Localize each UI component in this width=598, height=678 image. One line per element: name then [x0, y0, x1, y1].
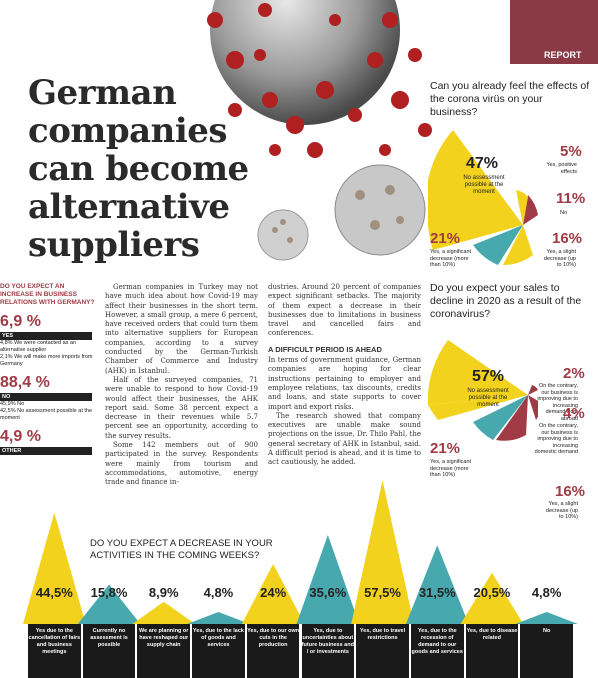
bottom-bar-chart — [23, 480, 578, 624]
pie2-pct-2: 2% — [563, 365, 585, 382]
article-paragraph: The research showed that company executi… — [268, 411, 421, 467]
sidebar-other-label: OTHER — [0, 447, 92, 455]
article-paragraph: In terms of government guidance, German … — [268, 356, 421, 411]
sidebar-yes-sub-2: 2,1% We will make more imports from Germ… — [0, 354, 93, 367]
pie2-label-slight: Yes, a slight decrease (up to 10%) — [545, 501, 578, 520]
pie2-slice-no-assessment — [428, 340, 528, 405]
bar-category-label: Yes, due to uncertainties about future b… — [301, 624, 355, 678]
sidebar-no-sub-1: 45,9% No — [0, 401, 25, 407]
pie1-pct-5: 5% — [560, 143, 582, 160]
bar-category-label: Yes, due to disease related — [465, 624, 519, 678]
pie2-pct-4: 4% — [563, 405, 585, 422]
pie1-chart — [428, 130, 538, 265]
bar-value-label: 31,5% — [418, 585, 456, 600]
bar-category-label: Yes, due to our own cuts in the producti… — [246, 624, 300, 678]
bar-value-label: 20,5% — [473, 585, 511, 600]
pie1-pct-21: 21% — [430, 230, 461, 247]
bar-value-label: 35,6% — [309, 585, 347, 600]
bar-category-label: Yes, due to travel restrictions — [356, 624, 409, 678]
pie1-label-positive: Yes, positive effects — [546, 162, 577, 175]
coronavirus-illustration — [175, 0, 505, 270]
article-paragraph: Half of the surveyed companies, 71 were … — [105, 375, 258, 440]
sidebar-business-relations: DO YOU EXPECT AN INCREASE IN BUSINESS RE… — [0, 283, 96, 455]
sidebar-yes-label: YES — [0, 332, 92, 340]
bar-mark — [132, 601, 196, 624]
article-paragraph: dustries. Around 20 percent of companies… — [268, 283, 421, 338]
article-column-2: dustries. Around 20 percent of companies… — [268, 283, 421, 468]
report-tab: REPORT — [510, 0, 598, 64]
bar-value-label: 44,5% — [35, 585, 73, 600]
sidebar-question: DO YOU EXPECT AN INCREASE IN BUSINESS RE… — [0, 283, 95, 306]
sidebar-no-value: 88,4 % — [0, 374, 50, 391]
bar-value-label: 4,8% — [203, 585, 234, 600]
bar-value-label: 15,8% — [90, 585, 128, 600]
bar-value-label: 24% — [260, 585, 287, 600]
pie1-slice-no-assessment — [428, 130, 523, 225]
bottom-chart-question: DO YOU EXPECT A DECREASE IN YOUR ACTIVIT… — [90, 538, 273, 561]
sidebar-no-label: NO — [0, 393, 92, 401]
bar-mark — [23, 512, 86, 624]
bar-category-label: We are planning or have reshaped our sup… — [137, 624, 191, 678]
pie1-label-slight: Yes, a slight decrease (up to 10%) — [543, 249, 576, 268]
bar-mark — [241, 564, 305, 624]
pie2-label-domestic: On the contrary, our business is improvi… — [534, 423, 578, 455]
bar-value-label: 4,8% — [531, 585, 562, 600]
pie2-chart — [428, 340, 538, 441]
pie1-slice-significant — [473, 225, 523, 265]
bar-mark — [77, 584, 141, 624]
bar-mark — [296, 535, 360, 624]
pie1-pct-11: 11% — [556, 190, 586, 207]
bar-category-label: Yes, due to the lack of goods and servic… — [192, 624, 245, 678]
bar-category-label: Currently no assessment is possible — [82, 624, 136, 678]
bar-value-label: 8,9% — [148, 585, 179, 600]
bar-value-label: 57,5% — [364, 585, 401, 600]
headline: German companies can become alternative … — [28, 73, 249, 265]
bar-category-label: No — [520, 624, 573, 678]
sidebar-no-sub-2: 42,5% No assessment possible at the mome… — [0, 408, 93, 421]
bar-category-label: Yes, due to the recession of demand to o… — [410, 624, 464, 678]
pie1-question: Can you already feel the effects of the … — [430, 80, 590, 118]
pie2-label-no-assessment: No assessment possible at the moment — [467, 388, 509, 408]
article-paragraph: German companies in Turkey may not have … — [105, 283, 258, 375]
pie2-pct-57: 57% — [472, 368, 505, 385]
pie1-label-no: No — [560, 210, 568, 216]
article-paragraph: Some 142 members out of 900 participated… — [105, 441, 258, 487]
pie2-pct-21: 21% — [430, 440, 461, 457]
pie1-label-significant: Yes, a significant decrease (more than 1… — [430, 249, 472, 268]
pie2-pct-16: 16% — [555, 483, 586, 500]
pie2-question: Do you expect your sales to decline in 2… — [430, 282, 582, 320]
pie2-slice-significant — [473, 395, 528, 440]
bar-mark — [460, 572, 524, 624]
pie2-label-abroad: On the contrary, our business is improvi… — [537, 383, 578, 422]
bar-category-label: Yes due to the cancellation of fairs and… — [28, 624, 81, 678]
pie1-label-no-assessment: No assessment possible at the moment — [463, 175, 505, 195]
sidebar-other-value: 4,9 % — [0, 428, 41, 445]
article-subheading: A DIFFICULT PERIOD IS AHEAD — [268, 344, 382, 354]
pie1-pct-47: 47% — [466, 155, 499, 172]
bar-mark — [351, 480, 414, 624]
pie2-label-significant: Yes, a significant decrease (more than 1… — [430, 459, 472, 478]
pie1-pct-16: 16% — [552, 230, 583, 247]
sidebar-yes-sub-1: 4,8% We were contacted as an alternative… — [0, 340, 77, 353]
report-label: REPORT — [544, 50, 582, 60]
bar-mark — [515, 612, 578, 624]
article-column-1: German companies in Turkey may not have … — [105, 283, 258, 488]
bar-mark — [405, 545, 469, 624]
bar-mark — [187, 612, 250, 624]
sidebar-yes-value: 6,9 % — [0, 313, 41, 330]
